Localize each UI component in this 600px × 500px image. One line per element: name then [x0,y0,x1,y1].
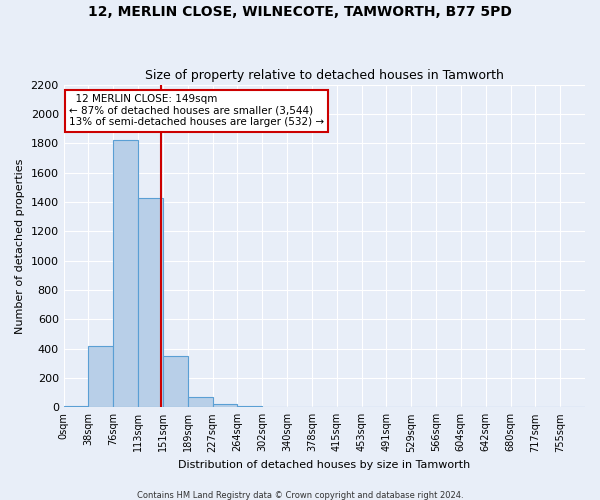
Title: Size of property relative to detached houses in Tamworth: Size of property relative to detached ho… [145,69,504,82]
Bar [212,404,238,407]
Bar [138,198,163,408]
Text: 12 MERLIN CLOSE: 149sqm
← 87% of detached houses are smaller (3,544)
13% of semi: 12 MERLIN CLOSE: 149sqm ← 87% of detache… [69,94,324,128]
Bar [238,406,262,407]
Bar [163,356,188,408]
Text: 12, MERLIN CLOSE, WILNECOTE, TAMWORTH, B77 5PD: 12, MERLIN CLOSE, WILNECOTE, TAMWORTH, B… [88,5,512,19]
X-axis label: Distribution of detached houses by size in Tamworth: Distribution of detached houses by size … [178,460,470,470]
Bar [64,406,88,407]
Y-axis label: Number of detached properties: Number of detached properties [15,158,25,334]
Text: Contains HM Land Registry data © Crown copyright and database right 2024.: Contains HM Land Registry data © Crown c… [137,490,463,500]
Bar [262,406,287,408]
Bar [188,397,212,407]
Bar [113,140,138,407]
Bar [88,346,113,408]
